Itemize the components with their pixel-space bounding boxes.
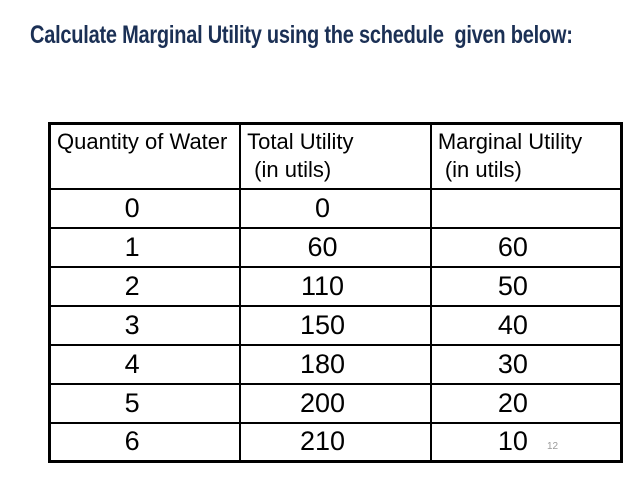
table-row: 4 180 30	[48, 343, 623, 385]
cell-total-utility: 150	[239, 304, 432, 346]
table-row: 1 60 60	[48, 226, 623, 268]
utility-schedule-table: Quantity of Water Total Utility (in util…	[48, 122, 623, 463]
cell-marginal-utility: 20	[429, 382, 623, 424]
col-header-sublabel: (in utils)	[254, 157, 332, 182]
cell-total-utility: 110	[239, 265, 432, 307]
table-row: 6 210 10	[48, 421, 623, 463]
cell-quantity: 5	[48, 382, 242, 424]
col-header-label: Quantity of Water	[57, 129, 228, 154]
cell-quantity: 6	[48, 421, 242, 463]
cell-total-utility: 210	[239, 421, 432, 463]
table-header-row: Quantity of Water Total Utility (in util…	[48, 122, 623, 190]
page-number: 12	[547, 441, 559, 452]
col-header-label: Marginal Utility	[437, 129, 583, 154]
cell-marginal-utility: 40	[429, 304, 623, 346]
cell-quantity: 2	[48, 265, 242, 307]
table-row: 0 0	[48, 187, 623, 229]
cell-marginal-utility: 10	[429, 421, 623, 463]
cell-quantity: 0	[48, 187, 242, 229]
cell-marginal-utility	[429, 187, 623, 229]
cell-marginal-utility: 30	[429, 343, 623, 385]
col-header-label: Total Utility	[247, 129, 354, 154]
col-header-marginal-utility: Marginal Utility (in utils)	[429, 122, 623, 190]
cell-total-utility: 180	[239, 343, 432, 385]
cell-quantity: 3	[48, 304, 242, 346]
cell-total-utility: 0	[239, 187, 432, 229]
cell-quantity: 4	[48, 343, 242, 385]
col-header-total-utility: Total Utility (in utils)	[239, 122, 432, 190]
table-row: 3 150 40	[48, 304, 623, 346]
cell-total-utility: 200	[239, 382, 432, 424]
cell-marginal-utility: 50	[429, 265, 623, 307]
cell-total-utility: 60	[239, 226, 432, 268]
col-header-quantity-of-water: Quantity of Water	[48, 122, 242, 190]
col-header-sublabel: (in utils)	[444, 157, 522, 182]
table-row: 5 200 20	[48, 382, 623, 424]
table-row: 2 110 50	[48, 265, 623, 307]
cell-marginal-utility: 60	[429, 226, 623, 268]
cell-quantity: 1	[48, 226, 242, 268]
slide-title: Calculate Marginal Utility using the sch…	[30, 21, 573, 49]
